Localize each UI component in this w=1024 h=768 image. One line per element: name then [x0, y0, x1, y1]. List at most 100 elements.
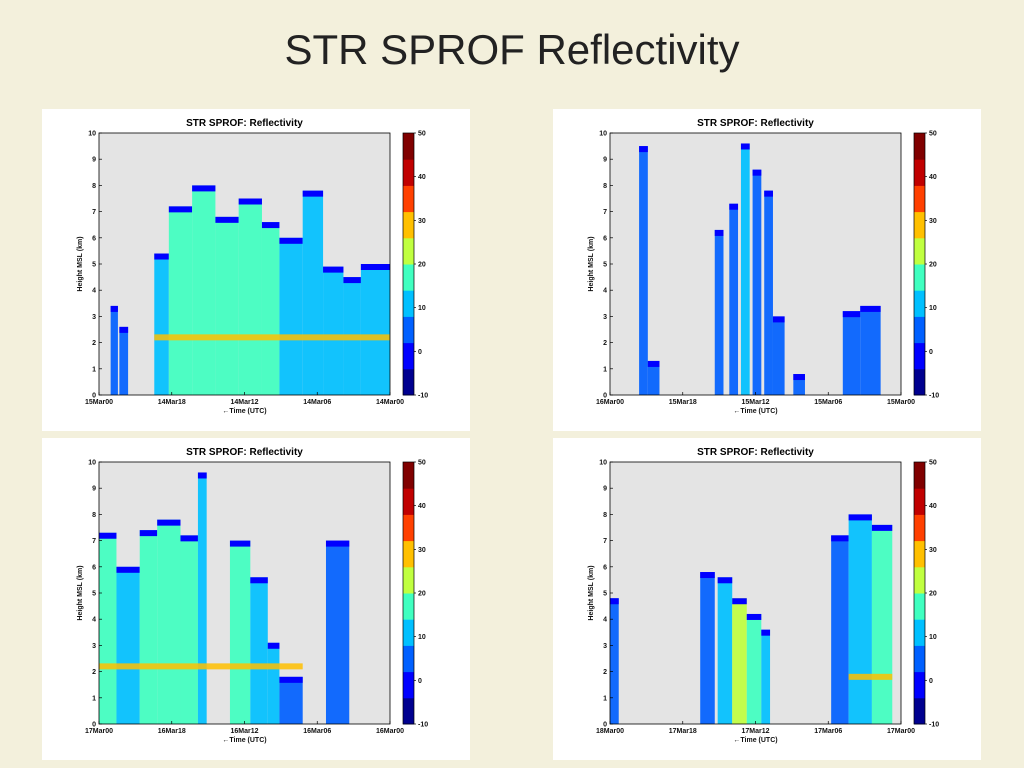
- x-tick-label: 15Mar12: [741, 399, 769, 406]
- cloud-top-edge: [740, 143, 750, 150]
- colorbar-segment: [403, 316, 414, 344]
- y-tick-label: 8: [603, 183, 607, 190]
- y-tick-label: 1: [92, 366, 96, 373]
- y-tick-label: 7: [92, 209, 96, 216]
- y-tick-label: 10: [599, 131, 607, 138]
- y-tick-label: 6: [92, 564, 96, 571]
- x-axis-label: ←Time (UTC): [733, 737, 777, 744]
- cloud-column: [154, 253, 169, 395]
- y-tick-label: 6: [603, 235, 607, 242]
- colorbar-segment: [914, 342, 925, 370]
- cloud-top-edge: [261, 222, 280, 229]
- colorbar-segment: [403, 619, 414, 646]
- reflectivity-chart: STR SPROF: Reflectivity 0 1 2 3 4 5 6 7 8 9 10 16Mar…: [588, 118, 939, 415]
- x-tick-label: 15Mar00: [85, 399, 113, 406]
- cloud-top-edge: [793, 374, 805, 381]
- colorbar-tick-label: -10: [418, 722, 428, 729]
- y-tick-label: 3: [603, 314, 607, 321]
- reflectivity-chart: STR SPROF: Reflectivity 0 1 2 3 4 5 6 7 8 9 10 18Mar…: [588, 447, 939, 744]
- cloud-column: [229, 540, 251, 724]
- colorbar-segment: [914, 368, 925, 396]
- colorbar-tick-label: 40: [418, 174, 426, 181]
- cloud-column: [261, 222, 280, 395]
- x-tick-label: 15Mar00: [887, 399, 915, 406]
- chart-panel-top-left: STR SPROF: Reflectivity 0 1 2 3 4 5 6 7 8 9 10 15Mar…: [42, 109, 470, 431]
- cloud-top-edge: [192, 185, 216, 192]
- cloud-top-edge: [700, 572, 715, 579]
- x-tick-label: 15Mar18: [669, 399, 697, 406]
- colorbar-segment: [403, 264, 414, 291]
- x-tick-label: 16Mar12: [230, 728, 258, 735]
- colorbar-segment: [403, 133, 414, 160]
- y-tick-label: 0: [603, 393, 607, 400]
- colorbar-tick-label: 50: [418, 460, 426, 467]
- colorbar-segment: [914, 290, 925, 317]
- cloud-top-edge: [238, 198, 262, 205]
- y-tick-label: 3: [92, 314, 96, 321]
- y-tick-label: 6: [603, 564, 607, 571]
- colorbar-tick-label: 20: [929, 591, 937, 598]
- cloud-column: [761, 629, 771, 724]
- cloud-top-edge: [714, 229, 724, 236]
- cloud-top-edge: [343, 277, 361, 284]
- colorbar-segment: [914, 645, 925, 673]
- x-tick-label: 17Mar12: [741, 728, 769, 735]
- colorbar-tick-label: 0: [418, 678, 422, 685]
- colorbar-segment: [403, 671, 414, 699]
- colorbar-segment: [914, 488, 925, 515]
- cloud-column: [302, 190, 324, 395]
- cloud-column: [119, 326, 129, 395]
- cloud-top-edge: [215, 216, 239, 223]
- x-tick-label: 14Mar06: [303, 399, 331, 406]
- x-axis-label: ←Time (UTC): [733, 408, 777, 415]
- colorbar-segment: [914, 671, 925, 699]
- colorbar: 50 40 30 20 10 0 -10: [913, 131, 939, 400]
- colorbar-tick-label: 0: [929, 678, 933, 685]
- cloud-column: [279, 237, 303, 395]
- chart-panel-bottom-right: STR SPROF: Reflectivity 0 1 2 3 4 5 6 7 8 9 10 18Mar…: [553, 438, 981, 760]
- y-tick-label: 3: [92, 643, 96, 650]
- cloud-column: [250, 577, 268, 724]
- y-tick-label: 9: [603, 486, 607, 493]
- x-tick-label: 14Mar18: [158, 399, 186, 406]
- y-tick-label: 4: [92, 288, 96, 295]
- colorbar: 50 40 30 20 10 0 -10: [402, 460, 428, 729]
- colorbar-tick-label: 30: [929, 547, 937, 554]
- colorbar: 50 40 30 20 10 0 -10: [913, 460, 939, 729]
- colorbar-segment: [914, 237, 925, 265]
- cloud-column: [764, 190, 773, 395]
- colorbar-segment: [914, 211, 925, 239]
- colorbar-segment: [403, 342, 414, 370]
- chart-title: STR SPROF: Reflectivity: [186, 118, 303, 129]
- cloud-top-edge: [717, 577, 733, 584]
- colorbar-tick-label: 10: [418, 305, 426, 312]
- y-tick-label: 10: [599, 460, 607, 467]
- colorbar-segment: [403, 566, 414, 594]
- x-tick-label: 16Mar06: [303, 728, 331, 735]
- colorbar-segment: [403, 488, 414, 515]
- colorbar-segment: [914, 697, 925, 725]
- y-tick-label: 5: [603, 591, 607, 598]
- bright-band: [154, 334, 390, 341]
- colorbar-segment: [403, 697, 414, 725]
- colorbar-tick-label: 0: [929, 349, 933, 356]
- cloud-top-edge: [831, 535, 849, 542]
- reflectivity-field: [110, 185, 390, 395]
- colorbar-segment: [914, 133, 925, 160]
- cloud-column: [323, 266, 344, 395]
- colorbar-segment: [403, 593, 414, 620]
- chart-title: STR SPROF: Reflectivity: [697, 447, 814, 458]
- y-tick-label: 10: [88, 131, 96, 138]
- x-tick-label: 16Mar18: [158, 728, 186, 735]
- cloud-column: [714, 229, 724, 395]
- cloud-top-edge: [279, 676, 303, 683]
- cloud-top-edge: [842, 311, 861, 318]
- x-tick-label: 16Mar00: [596, 399, 624, 406]
- colorbar-tick-label: 10: [418, 634, 426, 641]
- colorbar-tick-label: 40: [418, 503, 426, 510]
- colorbar-segment: [403, 290, 414, 317]
- y-tick-label: 0: [92, 393, 96, 400]
- cloud-column: [842, 311, 861, 395]
- colorbar-segment: [403, 368, 414, 396]
- colorbar-tick-label: 20: [929, 262, 937, 269]
